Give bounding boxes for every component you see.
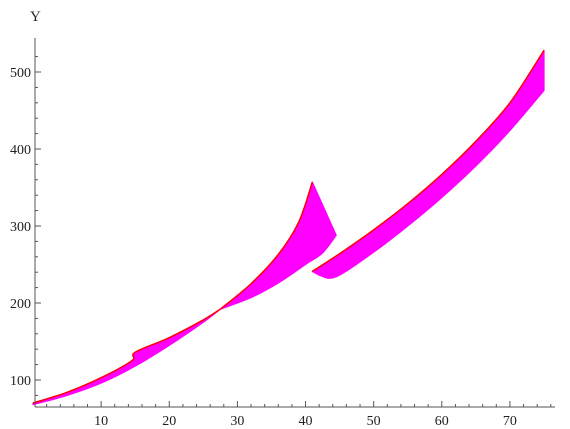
band-segment-2 [219, 181, 337, 310]
axes [34, 38, 555, 408]
y-tick-label: 500 [10, 66, 31, 81]
x-tick-label: 10 [94, 414, 108, 429]
band-segment-3 [311, 49, 545, 279]
band-upper-edge-2 [219, 181, 314, 310]
y-tick-label: 200 [10, 297, 31, 312]
x-tick-label: 70 [503, 414, 517, 429]
data-bands [32, 49, 545, 406]
x-tick-label: 20 [162, 414, 176, 429]
band-segment-1 [32, 308, 221, 406]
band-upper-edge-3 [311, 50, 545, 273]
band-upper-edge-1 [32, 308, 221, 404]
y-tick-label: 300 [10, 220, 31, 235]
x-tick-label: 40 [299, 414, 313, 429]
y-axis-title: Y [30, 9, 41, 25]
y-tick-label: 100 [10, 374, 31, 389]
x-tick-label: 60 [435, 414, 449, 429]
x-tick-label: 50 [367, 414, 381, 429]
x-tick-label: 30 [230, 414, 244, 429]
tick-marks: 10 20 30 40 50 60 70 100 200 300 400 500 [10, 56, 552, 429]
y-tick-label: 400 [10, 143, 31, 158]
